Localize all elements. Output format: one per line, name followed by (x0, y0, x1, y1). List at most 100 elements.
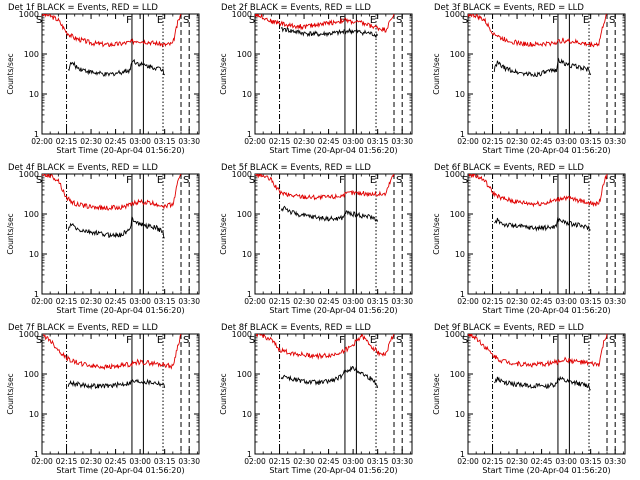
series-line-lld (468, 334, 608, 368)
y-tick-label: 1000 (445, 330, 465, 339)
y-tick-label: 100 (450, 50, 465, 59)
series-line-lld (255, 174, 395, 201)
event-marker-label: E (157, 15, 163, 26)
y-tick-label: 10 (242, 90, 252, 99)
event-marker-label: S (183, 175, 189, 186)
event-marker-label: S (249, 15, 255, 26)
event-marker-label: E (583, 335, 589, 346)
x-tick-label: 02:00 (457, 137, 479, 146)
x-tick-label: 03:15 (367, 297, 389, 306)
event-marker-label: S (609, 15, 615, 26)
x-tick-label: 02:30 (293, 297, 315, 306)
y-tick-label: 1000 (445, 10, 465, 19)
x-tick-label: 03:00 (342, 297, 364, 306)
series-line-lld (42, 174, 182, 211)
x-axis-label: Start Time (20-Apr-04 01:56:20) (269, 466, 397, 475)
x-tick-label: 03:15 (580, 297, 602, 306)
y-tick-label: 1 (34, 450, 39, 459)
x-tick-label: 03:30 (178, 297, 200, 306)
y-tick-label: 100 (237, 50, 252, 59)
y-tick-label: 1 (247, 290, 252, 299)
x-tick-label: 02:30 (293, 457, 315, 466)
x-axis-label: Start Time (20-Apr-04 01:56:20) (56, 306, 184, 315)
y-tick-label: 1 (460, 130, 465, 139)
x-tick-label: 02:30 (506, 137, 528, 146)
event-marker-label: S (609, 175, 615, 186)
series-line-events (280, 26, 379, 39)
y-axis-label: Counts/sec (219, 213, 228, 254)
series-line-events (67, 214, 165, 239)
y-tick-label: 10 (455, 410, 465, 419)
x-tick-label: 02:15 (269, 457, 291, 466)
y-axis-label: Counts/sec (219, 373, 228, 414)
x-tick-label: 02:15 (56, 297, 78, 306)
y-tick-label: 1000 (232, 170, 252, 179)
x-tick-label: 02:45 (531, 297, 553, 306)
event-marker-label: S (36, 175, 42, 186)
y-tick-label: 1 (460, 450, 465, 459)
event-marker-label: E (157, 175, 163, 186)
chart-title: Det 3f BLACK = Events, RED = LLD (434, 3, 584, 13)
series-line-events (494, 217, 591, 232)
event-marker-label: E (370, 335, 376, 346)
x-tick-label: 03:00 (555, 137, 577, 146)
event-marker-label: S (183, 15, 189, 26)
x-tick-label: 02:45 (105, 297, 127, 306)
x-axis-label: Start Time (20-Apr-04 01:56:20) (482, 466, 610, 475)
x-tick-label: 02:00 (457, 297, 479, 306)
event-marker-label: S (183, 335, 189, 346)
x-tick-label: 03:00 (129, 457, 151, 466)
event-marker-label: S (609, 335, 615, 346)
x-tick-label: 02:30 (80, 457, 102, 466)
y-tick-label: 1 (247, 450, 252, 459)
x-tick-label: 03:30 (178, 137, 200, 146)
x-axis-label: Start Time (20-Apr-04 01:56:20) (269, 146, 397, 155)
chart-panel-3: Det 3f BLACK = Events, RED = LLD 1 10 100 10… (432, 3, 626, 155)
x-tick-label: 02:45 (318, 137, 340, 146)
y-tick-label: 1 (34, 130, 39, 139)
chart-panel-9: Det 9f BLACK = Events, RED = LLD 1 10 100 10… (432, 323, 626, 475)
y-tick-label: 10 (29, 250, 39, 259)
x-tick-label: 02:15 (482, 137, 504, 146)
x-tick-label: 03:00 (555, 457, 577, 466)
x-tick-label: 02:00 (31, 457, 53, 466)
event-marker-label: S (396, 175, 402, 186)
x-tick-label: 03:30 (391, 137, 413, 146)
x-tick-label: 02:30 (80, 137, 102, 146)
event-marker-label: S (396, 335, 402, 346)
x-tick-label: 02:45 (531, 137, 553, 146)
y-axis-label: Counts/sec (219, 53, 228, 94)
chart-title: Det 9f BLACK = Events, RED = LLD (434, 323, 584, 333)
event-marker-label: S (462, 175, 468, 186)
chart-panel-2: Det 2f BLACK = Events, RED = LLD 1 10 100 10… (219, 3, 413, 155)
x-tick-label: 03:30 (604, 137, 626, 146)
chart-title: Det 4f BLACK = Events, RED = LLD (8, 163, 158, 173)
y-tick-label: 100 (450, 210, 465, 219)
x-tick-label: 03:15 (154, 297, 176, 306)
x-tick-label: 02:00 (457, 457, 479, 466)
chart-title: Det 6f BLACK = Events, RED = LLD (434, 163, 584, 173)
chart-panel-4: Det 4f BLACK = Events, RED = LLD 1 10 100 10… (6, 163, 200, 315)
y-axis-label: Counts/sec (6, 53, 15, 94)
chart-title: Det 7f BLACK = Events, RED = LLD (8, 323, 158, 333)
chart-panel-8: Det 8f BLACK = Events, RED = LLD 1 10 100 10… (219, 323, 413, 475)
event-marker-label: F (126, 335, 132, 346)
chart-panel-1: Det 1f BLACK = Events, RED = LLD 1 10 100 10… (6, 3, 200, 155)
event-marker-label: F (339, 335, 345, 346)
x-tick-label: 03:30 (178, 457, 200, 466)
x-tick-label: 03:15 (580, 137, 602, 146)
chart-title: Det 5f BLACK = Events, RED = LLD (221, 163, 371, 173)
plot-frame (41, 333, 200, 455)
y-tick-label: 10 (455, 90, 465, 99)
x-tick-label: 03:15 (367, 457, 389, 466)
y-tick-label: 100 (450, 370, 465, 379)
y-tick-label: 1 (34, 290, 39, 299)
x-axis-label: Start Time (20-Apr-04 01:56:20) (56, 146, 184, 155)
plot-frame (254, 333, 413, 455)
chart-panel-7: Det 7f BLACK = Events, RED = LLD 1 10 100 10… (6, 323, 200, 475)
event-marker-label: S (249, 175, 255, 186)
x-tick-label: 02:45 (531, 457, 553, 466)
y-tick-label: 1000 (445, 170, 465, 179)
x-tick-label: 02:00 (31, 137, 53, 146)
x-tick-label: 02:15 (269, 297, 291, 306)
